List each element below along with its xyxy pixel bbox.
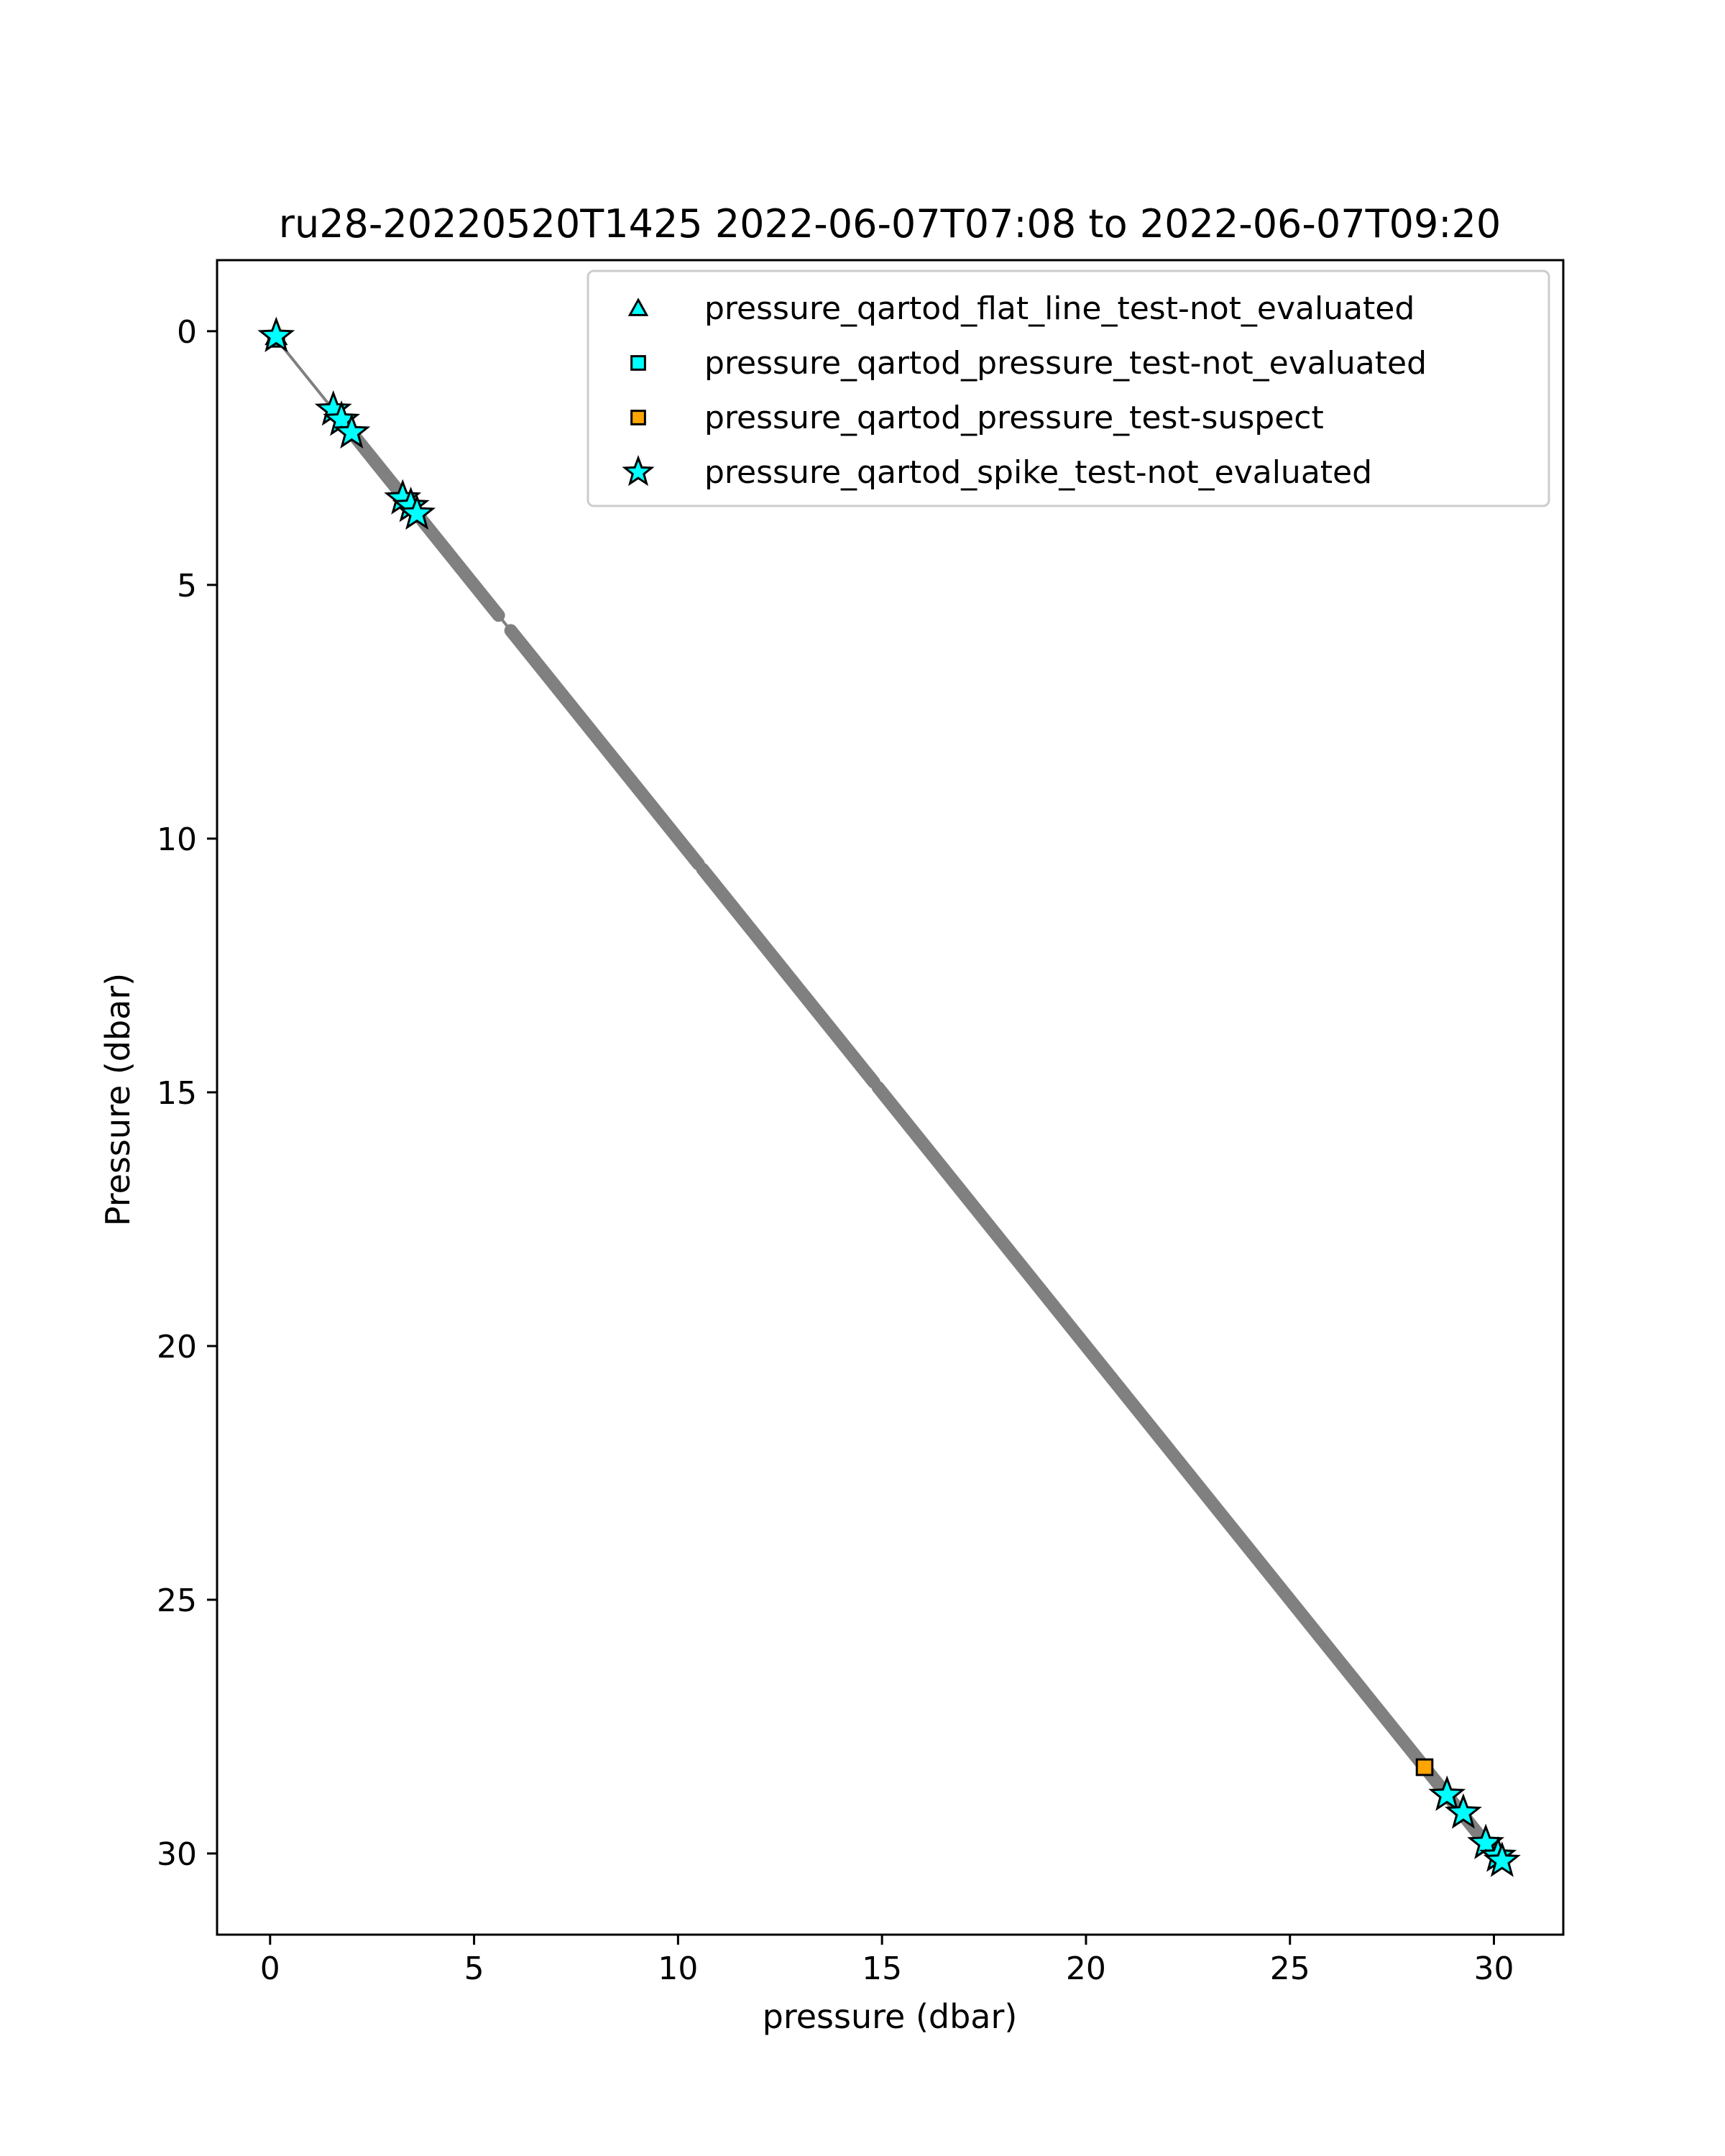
y-tick-label: 30 <box>157 1836 197 1873</box>
legend-marker <box>622 455 655 487</box>
profile-data-points <box>871 1080 1505 1866</box>
x-tick-label: 10 <box>658 1950 698 1987</box>
data-point <box>257 316 295 352</box>
x-tick-label: 15 <box>862 1950 902 1987</box>
legend-marker <box>627 298 649 316</box>
profile-data-points <box>696 862 880 1089</box>
x-tick-label: 20 <box>1066 1950 1106 1987</box>
legend-box <box>586 270 1550 507</box>
data-point <box>1483 1841 1521 1877</box>
x-tick-label: 0 <box>260 1950 280 1987</box>
legend-marker <box>630 410 646 425</box>
y-tick-label: 20 <box>157 1329 197 1365</box>
x-tick-label: 5 <box>464 1950 484 1987</box>
y-tick-label: 5 <box>177 568 197 604</box>
y-tick-label: 15 <box>157 1075 197 1112</box>
data-point <box>1415 1758 1434 1777</box>
y-tick-label: 0 <box>177 314 197 351</box>
plot-area <box>257 316 1521 1877</box>
legend-label: pressure_qartod_pressure_test-suspect <box>704 400 1324 436</box>
y-tick-label: 10 <box>157 821 197 858</box>
chart-title: ru28-20220520T1425 2022-06-07T07:08 to 2… <box>279 201 1501 247</box>
data-point <box>398 494 436 530</box>
x-tick-label: 25 <box>1270 1950 1310 1987</box>
x-axis-label: pressure (dbar) <box>763 1997 1018 2036</box>
legend: pressure_qartod_flat_line_test-not_evalu… <box>586 270 1550 507</box>
legend-label: pressure_qartod_spike_test-not_evaluated <box>704 454 1372 491</box>
legend-marker <box>630 355 646 371</box>
data-point <box>1428 1775 1466 1811</box>
profile-data-points <box>504 624 705 871</box>
legend-label: pressure_qartod_pressure_test-not_evalua… <box>704 345 1427 382</box>
x-tick-label: 30 <box>1474 1950 1514 1987</box>
axes: 0 5 10 15 20 25 30 0 5 10 15 20 25 30 <box>157 259 1565 1987</box>
data-point <box>333 413 371 449</box>
legend-label: pressure_qartod_flat_line_test-not_evalu… <box>704 290 1414 327</box>
y-axis-label: Pressure (dbar) <box>98 973 137 1226</box>
data-point <box>1444 1793 1482 1829</box>
axes-frame <box>216 259 1565 1936</box>
y-tick-label: 25 <box>157 1583 197 1619</box>
